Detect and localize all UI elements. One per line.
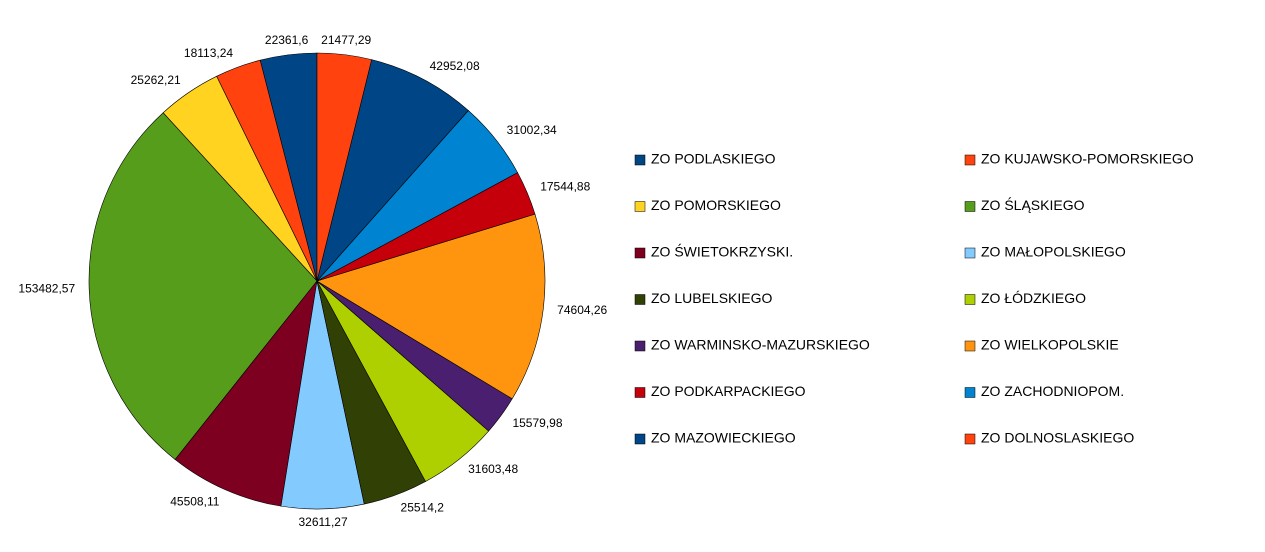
legend-label: ZO ŚWIETOKRZYSKI. xyxy=(651,243,793,260)
legend-swatch xyxy=(634,154,646,166)
data-label: 25514,2 xyxy=(401,500,445,514)
legend-label: ZO MAZOWIECKIEGO xyxy=(651,430,796,446)
data-label: 31603,48 xyxy=(468,462,518,476)
legend-swatch xyxy=(964,201,976,212)
legend-label: ZO MAŁOPOLSKIEGO xyxy=(981,244,1126,260)
legend-swatch xyxy=(634,340,646,352)
data-label: 42952,08 xyxy=(430,59,480,73)
legend-swatch xyxy=(964,387,976,398)
legend-label: ZO DOLNOSLASKIEGO xyxy=(981,430,1134,446)
pie-slice xyxy=(88,112,318,460)
legend-label: ZO WARMINSKO-MAZURSKIEGO xyxy=(651,337,870,353)
data-label: 18113,24 xyxy=(184,46,233,60)
legend-swatch xyxy=(964,294,976,305)
data-label: 22361,6 xyxy=(265,33,309,47)
data-label: 32611,27 xyxy=(298,515,347,529)
data-label: 25262,21 xyxy=(131,73,181,87)
pie-slice xyxy=(316,52,373,282)
legend-swatch xyxy=(634,247,646,259)
legend-swatch xyxy=(964,247,976,259)
legend-label: ZO KUJAWSKO-POMORSKIEGO xyxy=(981,151,1194,167)
legend-label: ZO ŁÓDZKIEGO xyxy=(981,290,1086,306)
legend-label: ZO POMORSKIEGO xyxy=(651,197,781,213)
legend-label: ZO ŚLĄSKIEGO xyxy=(981,196,1085,213)
legend-swatch xyxy=(634,433,646,445)
data-label: 153482,57 xyxy=(18,282,75,296)
data-label: 17544,88 xyxy=(540,180,590,194)
legend-swatch xyxy=(634,201,646,212)
legend-swatch xyxy=(964,154,976,166)
legend-swatch xyxy=(634,294,646,305)
legend-label: ZO WIELKOPOLSKIE xyxy=(981,337,1119,353)
legend-swatch xyxy=(964,340,976,352)
data-label: 45508,11 xyxy=(170,495,219,509)
legend-label: ZO PODKARPACKIEGO xyxy=(651,383,806,399)
data-label: 15579,98 xyxy=(512,416,562,430)
legend-label: ZO LUBELSKIEGO xyxy=(651,290,772,306)
legend-swatch xyxy=(964,433,976,445)
data-label: 31002,34 xyxy=(507,123,557,137)
data-label: 21477,29 xyxy=(321,33,371,47)
legend-label: ZO PODLASKIEGO xyxy=(651,151,776,167)
data-label: 74604,26 xyxy=(557,303,607,317)
pie-slice xyxy=(316,59,469,282)
legend-label: ZO ZACHODNIOPOM. xyxy=(981,383,1124,399)
pie-slice xyxy=(316,213,546,400)
pie-slice xyxy=(174,279,318,507)
legend-swatch xyxy=(634,387,646,398)
